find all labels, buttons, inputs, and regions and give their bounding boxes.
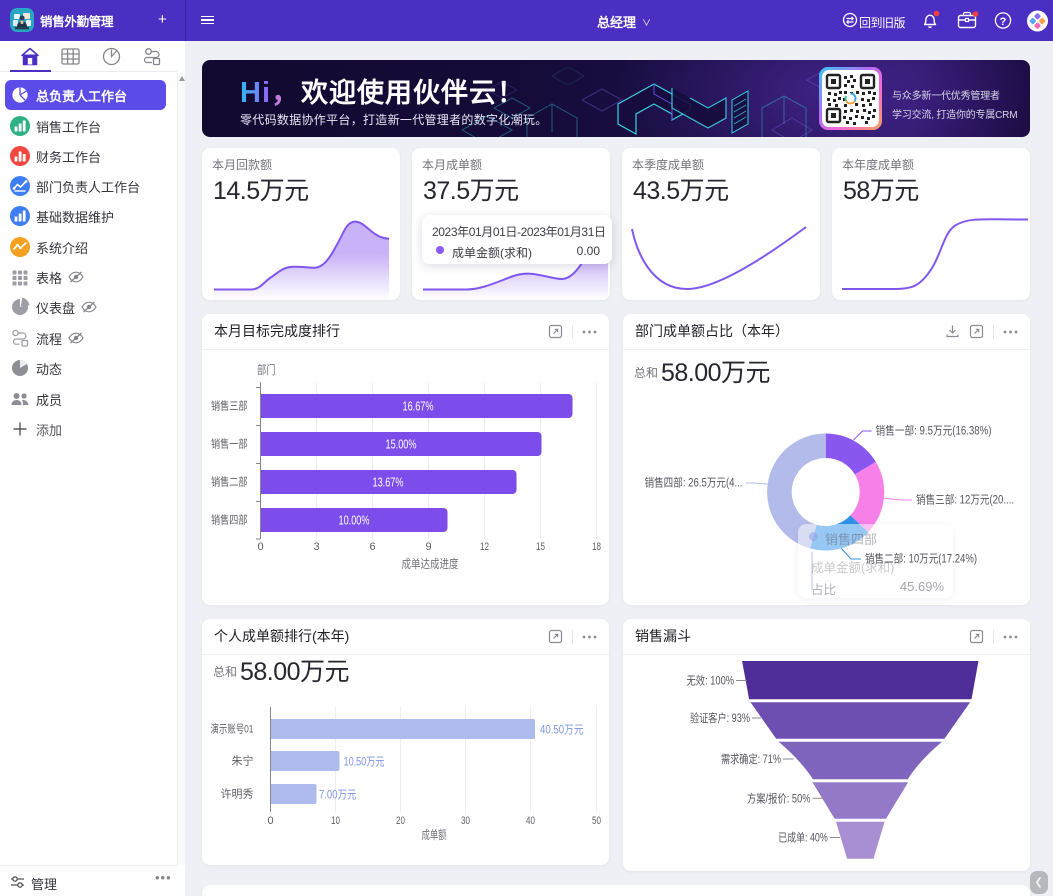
svg-text:无效: 100%: 无效: 100% xyxy=(687,674,735,688)
svg-text:?: ? xyxy=(1000,16,1007,28)
svg-text:部门: 部门 xyxy=(257,362,276,377)
svg-text:30: 30 xyxy=(461,815,470,827)
svg-text:朱宁: 朱宁 xyxy=(232,754,254,768)
svg-text:需求确定: 71%: 需求确定: 71% xyxy=(721,752,781,766)
svg-text:许明秀: 许明秀 xyxy=(221,788,254,801)
svg-text:销售二部: 10万元(17.24%): 销售二部: 10万元(17.24%) xyxy=(865,552,977,566)
svg-text:销售一部: 9.5万元(16.38%): 销售一部: 9.5万元(16.38%) xyxy=(876,424,992,438)
svg-text:0: 0 xyxy=(267,815,273,827)
svg-text:40: 40 xyxy=(526,815,535,827)
svg-text:10.00%: 10.00% xyxy=(339,514,370,528)
svg-text:0: 0 xyxy=(257,541,263,553)
svg-text:18: 18 xyxy=(592,541,601,553)
svg-text:13.67%: 13.67% xyxy=(373,476,404,490)
svg-text:销售三部: 销售三部 xyxy=(211,399,248,413)
svg-text:15.00%: 15.00% xyxy=(386,438,417,452)
svg-text:销售一部: 销售一部 xyxy=(211,437,248,451)
svg-text:演示账号01: 演示账号01 xyxy=(211,722,254,736)
svg-text:销售四部: 销售四部 xyxy=(211,513,248,527)
svg-text:方案/报价: 50%: 方案/报价: 50% xyxy=(747,791,811,805)
svg-text:销售四部: 26.5万元(4...: 销售四部: 26.5万元(4... xyxy=(645,476,743,490)
svg-text:成单额: 成单额 xyxy=(422,828,447,842)
svg-text:10.50万元: 10.50万元 xyxy=(344,757,385,769)
svg-text:10: 10 xyxy=(331,815,340,827)
svg-text:50: 50 xyxy=(592,815,601,827)
svg-text:成单达成进度: 成单达成进度 xyxy=(402,556,459,571)
svg-text:3: 3 xyxy=(313,541,319,553)
svg-text:已成单: 40%: 已成单: 40% xyxy=(778,832,828,845)
svg-text:6: 6 xyxy=(369,541,375,553)
svg-text:验证客户: 93%: 验证客户: 93% xyxy=(690,711,750,725)
svg-text:40.50万元: 40.50万元 xyxy=(540,725,584,737)
svg-text:16.67%: 16.67% xyxy=(403,400,434,414)
svg-text:12: 12 xyxy=(480,541,489,553)
svg-text:15: 15 xyxy=(536,541,545,553)
svg-text:9: 9 xyxy=(425,541,431,553)
svg-text:销售三部: 12万元(20....: 销售三部: 12万元(20.... xyxy=(916,493,1014,507)
svg-text:20: 20 xyxy=(396,815,405,827)
svg-text:7.00万元: 7.00万元 xyxy=(319,790,357,802)
svg-text:销售二部: 销售二部 xyxy=(211,475,248,489)
